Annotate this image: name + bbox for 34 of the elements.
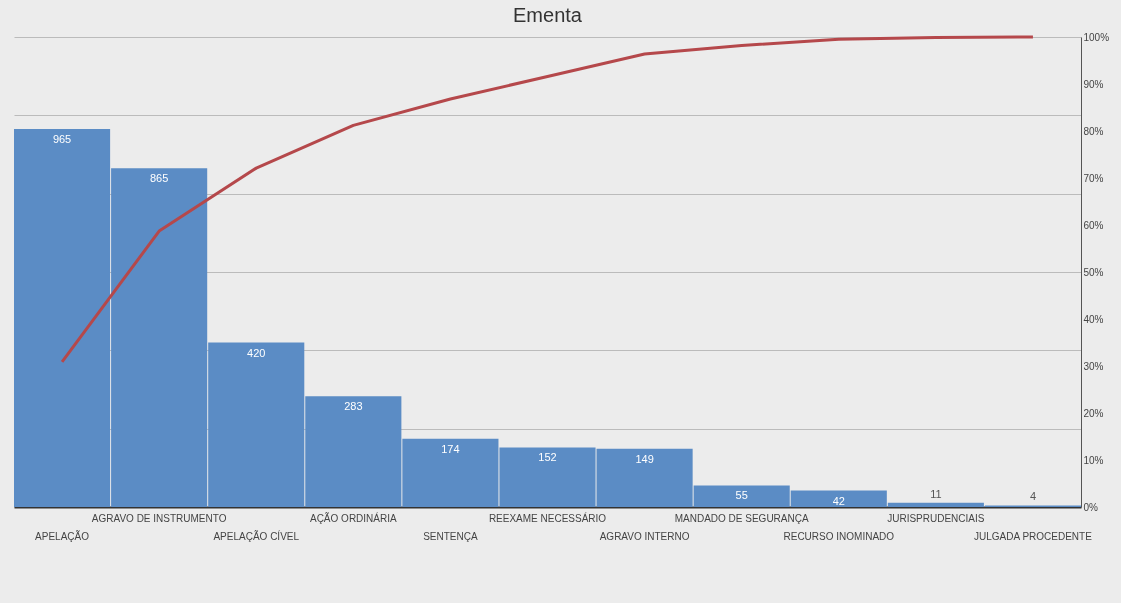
y2-tick-label: 10% [1083,454,1104,466]
y2-tick-label: 100% [1083,31,1110,43]
y2-tick-label: 60% [1083,219,1104,231]
data-label: 174 [441,442,460,455]
x-tick-label: AGRAVO DE INSTRUMENTO [91,512,227,524]
x-tick-label: AGRAVO INTERNO [599,530,690,542]
data-label: 4 [1029,490,1036,503]
data-label: 42 [832,494,845,507]
data-label: 55 [735,489,748,502]
y2-tick-label: 0% [1083,501,1099,513]
y2-tick-label: 80% [1083,125,1104,137]
y2-tick-label: 20% [1083,407,1104,419]
x-tick-label: JURISPRUDENCIAIS [887,512,985,524]
y2-tick-label: 30% [1083,360,1104,372]
y2-tick-label: 40% [1083,313,1104,325]
data-label: 149 [635,452,654,465]
y2-tick-label: 50% [1083,266,1104,278]
x-tick-label: APELAÇÃO [35,529,90,542]
data-label: 965 [52,133,72,146]
x-tick-label: MANDADO DE SEGURANÇA [674,512,809,524]
data-label: 865 [149,172,169,185]
x-tick-label: JULGADA PROCEDENTE [974,530,1093,542]
x-tick-label: REEXAME NECESSÁRIO [488,511,607,524]
chart-title: Ementa [513,4,583,26]
x-tick-label: SENTENÇA [423,530,478,542]
data-label: 420 [247,346,266,359]
data-label: 283 [344,400,363,413]
x-tick-label: RECURSO INOMINADO [783,530,895,542]
y2-tick-label: 70% [1083,172,1104,184]
data-label: 152 [538,451,557,464]
data-label: 11 [930,487,942,500]
x-tick-label: APELAÇÃO CÍVEL [213,529,300,542]
x-tick-label: AÇÃO ORDINÁRIA [309,511,397,524]
y2-tick-label: 90% [1083,78,1104,90]
